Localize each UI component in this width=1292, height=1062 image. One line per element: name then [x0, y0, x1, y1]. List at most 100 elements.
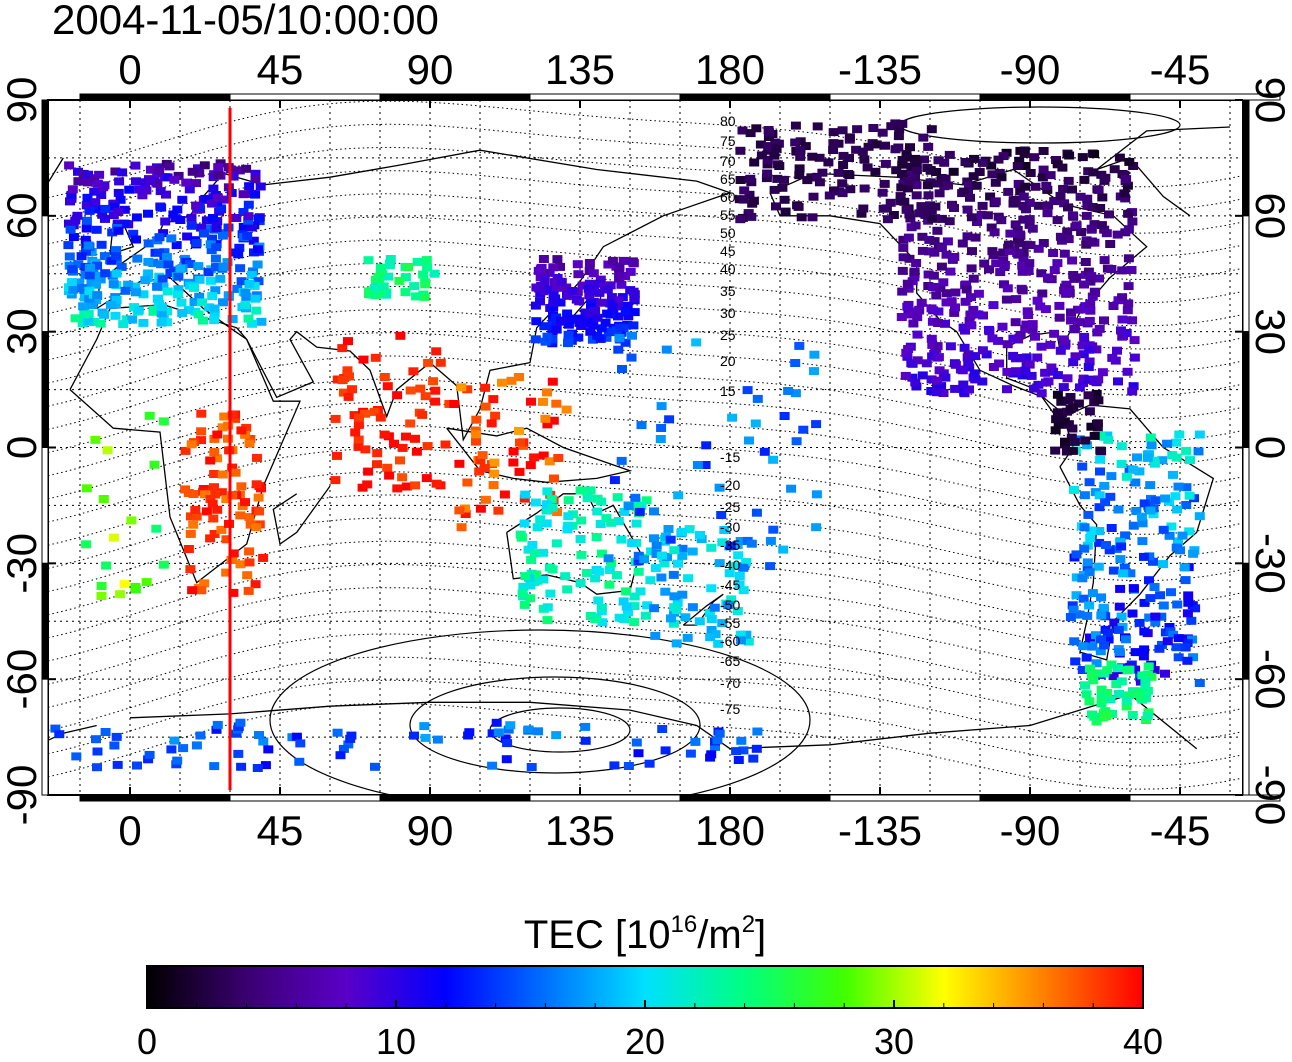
tec-cell: [1061, 287, 1072, 296]
tec-cell: [552, 255, 563, 264]
tec-cell: [92, 291, 103, 300]
tec-cell: [503, 725, 514, 734]
tec-cell: [209, 304, 220, 313]
tec-cell: [1091, 631, 1101, 640]
tec-cell: [1145, 506, 1156, 515]
tec-cell: [901, 348, 912, 357]
tec-cell: [176, 298, 187, 307]
tec-cell: [1051, 156, 1061, 164]
tec-cell: [1060, 283, 1070, 292]
dip-label: -65: [720, 653, 740, 669]
tec-cell: [724, 569, 735, 578]
axis-bar: [829, 794, 981, 802]
tec-cell: [134, 185, 145, 194]
tec-cell: [1017, 286, 1028, 295]
tec-cell: [1027, 224, 1038, 233]
tec-cell: [166, 234, 177, 243]
tec-cell: [77, 319, 88, 328]
tec-cell: [1085, 664, 1095, 673]
tec-cell: [1068, 271, 1079, 279]
tec-cell: [449, 400, 460, 408]
dip-contour: [48, 448, 1241, 535]
tec-cell: [1119, 189, 1130, 198]
tec-cell: [1142, 711, 1153, 720]
tec-cell: [629, 602, 640, 611]
tec-cell: [968, 172, 979, 181]
tec-cell: [677, 527, 687, 536]
tec-cell: [901, 205, 912, 214]
tec-cell: [1085, 277, 1096, 286]
tec-cell: [935, 284, 946, 292]
tec-cell: [1128, 584, 1139, 593]
dip-contour: [48, 517, 1241, 605]
tec-cell: [928, 271, 939, 280]
tec-cell: [917, 371, 928, 380]
tec-cell: [218, 262, 229, 271]
tec-cell: [118, 320, 129, 329]
tec-cell: [1064, 151, 1075, 160]
tec-cell: [1087, 670, 1097, 679]
tec-cell: [514, 373, 524, 381]
tec-cell: [211, 223, 222, 232]
tec-cell: [931, 388, 942, 397]
tec-cell: [240, 288, 251, 297]
dip-label: -25: [720, 499, 740, 515]
tec-cell: [131, 177, 141, 186]
tec-cell: [829, 186, 839, 195]
tec-cell: [1193, 447, 1204, 456]
tec-cell: [903, 284, 914, 293]
tec-cell: [194, 169, 205, 178]
tec-cell: [475, 456, 486, 465]
tec-cell: [169, 175, 180, 184]
tec-cell: [751, 744, 762, 753]
tec-cell: [1049, 329, 1060, 338]
tec-cell: [777, 183, 788, 192]
tec-cell: [291, 732, 302, 741]
tec-cell: [1128, 521, 1139, 530]
tec-cell: [942, 237, 953, 246]
tec-cell: [242, 571, 253, 580]
tec-cell: [877, 128, 888, 137]
tec-cell: [1095, 467, 1105, 476]
tec-cell: [585, 612, 596, 620]
tec-cell: [1089, 431, 1100, 440]
tec-cell: [628, 321, 639, 330]
tec-cell: [1194, 430, 1205, 439]
tec-cell: [931, 291, 942, 300]
tec-cell: [332, 728, 343, 737]
tec-cell: [1102, 629, 1113, 637]
tec-cell: [668, 619, 679, 628]
tec-cell: [941, 298, 952, 307]
tec-cell: [685, 749, 696, 758]
tec-cell: [856, 209, 867, 218]
tec-cell: [530, 498, 541, 507]
tec-cell: [735, 215, 746, 224]
tec-cell: [960, 158, 971, 166]
tec-cell: [1116, 460, 1127, 468]
tec-cell: [858, 204, 869, 213]
tec-cell: [549, 474, 559, 483]
tec-cell: [561, 283, 572, 292]
tec-cell: [212, 505, 223, 514]
tec-cell: [562, 525, 573, 534]
tec-cell: [187, 167, 198, 176]
tec-cell: [1067, 211, 1078, 220]
tec-cell: [1078, 374, 1089, 383]
axis-bar: [41, 331, 49, 448]
tec-cell: [71, 752, 82, 761]
tec-cell: [582, 568, 592, 577]
tec-cell: [1115, 555, 1126, 564]
tec-cell: [294, 757, 305, 766]
tec-cell: [67, 185, 78, 194]
tec-cell: [629, 294, 640, 303]
tec-cell: [882, 215, 893, 224]
tec-cell: [1083, 167, 1094, 176]
tec-cell: [982, 211, 993, 220]
dip-label: 30: [720, 305, 736, 321]
tec-cell: [499, 490, 510, 499]
tec-cell: [613, 312, 623, 321]
tec-cell: [756, 151, 767, 160]
tec-cell: [1013, 235, 1023, 244]
dip-label: 80: [720, 113, 736, 129]
